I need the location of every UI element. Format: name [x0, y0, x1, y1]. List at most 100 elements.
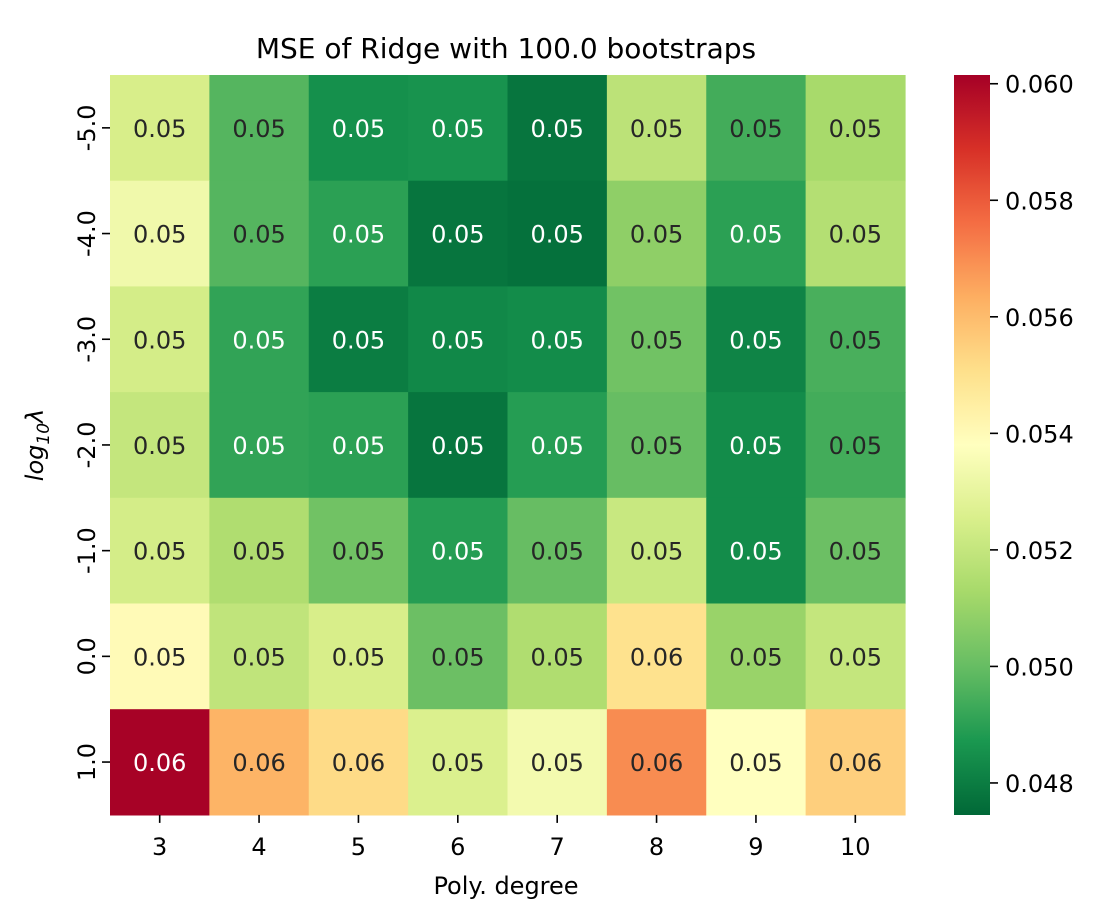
cell-annotation: 0.05 — [431, 115, 484, 143]
cell-annotation: 0.05 — [332, 538, 385, 566]
y-tick-label: -4.0 — [73, 210, 101, 257]
x-tick-label: 3 — [152, 833, 167, 861]
heatmap-cell — [209, 180, 310, 287]
heatmap-cell — [408, 709, 509, 816]
y-tick-label: -5.0 — [73, 104, 101, 151]
cell-annotation: 0.05 — [431, 326, 484, 354]
heatmap-cell — [110, 75, 210, 182]
heatmap-cell — [507, 497, 608, 605]
heatmap-cell — [110, 603, 210, 710]
heatmap-cell — [507, 603, 608, 710]
heatmap-cell — [308, 180, 409, 287]
cell-annotation: 0.05 — [829, 643, 882, 671]
chart-title: MSE of Ridge with 100.0 bootstraps — [256, 32, 756, 65]
heatmap-cell — [408, 75, 509, 182]
heatmap-cell — [805, 180, 906, 287]
y-tick-label: -3.0 — [73, 316, 101, 363]
heatmap-cell — [408, 180, 509, 287]
x-tick-label: 5 — [351, 833, 366, 861]
heatmap-cell — [110, 392, 210, 499]
colorbar-tick-label: 0.060 — [1005, 71, 1074, 99]
heatmap-cell — [606, 286, 707, 393]
cell-annotation: 0.05 — [232, 221, 285, 249]
cell-annotation: 0.05 — [630, 115, 683, 143]
heatmap-cell — [805, 603, 906, 710]
cell-annotation: 0.05 — [332, 643, 385, 671]
cell-annotation: 0.05 — [729, 432, 782, 460]
colorbar-tick-label: 0.052 — [1005, 537, 1074, 565]
cell-annotation: 0.05 — [431, 221, 484, 249]
heatmap-cell — [805, 709, 906, 816]
cell-annotation: 0.06 — [829, 749, 882, 777]
heatmap-cell — [706, 392, 807, 499]
cell-annotation: 0.05 — [133, 115, 186, 143]
heatmap-cell — [606, 603, 707, 710]
heatmap-cell — [507, 286, 608, 393]
y-axis-label-subscript: 10 — [34, 423, 54, 445]
heatmap-cell — [606, 392, 707, 499]
heatmap-cell — [408, 497, 509, 605]
colorbar-tick-label: 0.054 — [1005, 420, 1074, 448]
heatmap-cell — [308, 392, 409, 499]
colorbar-gradient — [954, 75, 990, 815]
x-tick-label: 10 — [840, 833, 871, 861]
cell-annotation: 0.05 — [729, 115, 782, 143]
colorbar-tick-label: 0.056 — [1005, 304, 1074, 332]
cell-annotation: 0.05 — [232, 115, 285, 143]
heatmap-cell — [606, 180, 707, 287]
x-axis: 3 4 5 6 7 8 9 10 — [152, 814, 871, 861]
colorbar-tick-label: 0.048 — [1005, 770, 1074, 798]
cell-annotation: 0.06 — [630, 643, 683, 671]
y-axis-label-variable: λ — [21, 409, 49, 425]
heatmap-cell — [706, 180, 807, 287]
heatmap-cell — [209, 75, 310, 182]
cell-annotation: 0.05 — [530, 749, 583, 777]
cell-annotation: 0.05 — [431, 643, 484, 671]
heatmap-cell — [408, 392, 509, 499]
cell-annotation: 0.05 — [332, 221, 385, 249]
x-tick-label: 4 — [251, 833, 266, 861]
cell-annotation: 0.05 — [332, 432, 385, 460]
heatmap-cell — [606, 75, 707, 182]
y-axis: -5.0 -4.0 -3.0 -2.0 -1.0 0.0 1.0 — [73, 104, 110, 781]
y-axis-label: log10λ — [21, 409, 54, 481]
cell-annotation: 0.05 — [729, 643, 782, 671]
heatmap-cell — [209, 603, 310, 710]
cell-annotation: 0.05 — [530, 643, 583, 671]
cell-annotation: 0.05 — [630, 538, 683, 566]
heatmap-cell — [110, 497, 210, 605]
cell-annotation: 0.05 — [133, 643, 186, 671]
cell-annotation: 0.05 — [133, 326, 186, 354]
cell-annotation: 0.06 — [133, 749, 186, 777]
colorbar: 0.048 0.050 0.052 0.054 0.056 0.058 0.060 — [954, 71, 1074, 815]
cell-annotation: 0.05 — [530, 538, 583, 566]
heatmap-cell — [110, 286, 210, 393]
heatmap-cell — [110, 709, 210, 816]
cell-annotation: 0.05 — [729, 221, 782, 249]
cell-annotation: 0.05 — [431, 432, 484, 460]
heatmap-cell — [706, 603, 807, 710]
heatmap-cell — [706, 497, 807, 605]
cell-annotation: 0.05 — [729, 326, 782, 354]
colorbar-tick-label: 0.058 — [1005, 187, 1074, 215]
y-tick-label: -1.0 — [73, 527, 101, 574]
heatmap-cell — [606, 709, 707, 816]
heatmap-cell — [507, 709, 608, 816]
cell-annotation: 0.05 — [729, 749, 782, 777]
cell-annotation: 0.05 — [530, 115, 583, 143]
heatmap-cell — [209, 286, 310, 393]
heatmap-cell — [308, 603, 409, 710]
cell-annotation: 0.05 — [530, 432, 583, 460]
x-axis-label: Poly. degree — [433, 872, 578, 900]
cell-annotation: 0.05 — [232, 432, 285, 460]
y-tick-label: -2.0 — [73, 422, 101, 469]
heatmap-cell — [209, 497, 310, 605]
cell-annotation: 0.05 — [829, 432, 882, 460]
heatmap-cell — [408, 603, 509, 710]
cell-annotation: 0.05 — [630, 221, 683, 249]
cell-annotation: 0.06 — [232, 749, 285, 777]
heatmap-cell — [706, 709, 807, 816]
heatmap-cell — [308, 75, 409, 182]
cell-annotation: 0.05 — [232, 643, 285, 671]
heatmap-cell — [507, 75, 608, 182]
